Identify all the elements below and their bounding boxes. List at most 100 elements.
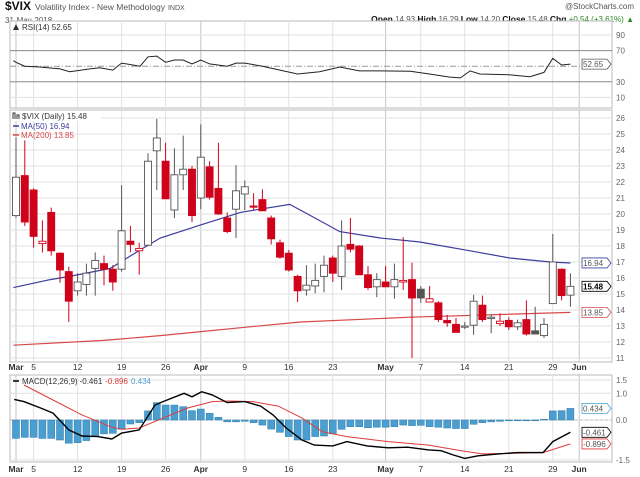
rsi-legend: RSI(14) 52.65 xyxy=(22,23,72,32)
candle-body xyxy=(249,205,258,208)
high-value: 16.29 xyxy=(438,15,459,24)
candle xyxy=(135,242,144,275)
x-tick-label-bottom: Apr xyxy=(193,464,208,474)
candle-body xyxy=(425,298,434,303)
macd-histogram-bar xyxy=(443,419,451,429)
candle-body xyxy=(126,240,135,245)
candle xyxy=(91,252,100,296)
candle-body xyxy=(152,137,161,152)
panel-rsi: 90 70 30 10 xyxy=(9,20,625,109)
panel-price: 26 25 24 23 22 21 20 19 18 17 16 15 14 13 12 11 xyxy=(9,109,625,363)
candle-body xyxy=(293,275,302,292)
macd-histogram-bar xyxy=(531,419,539,422)
macd-histogram-bar xyxy=(100,419,108,435)
candle xyxy=(276,239,284,259)
x-tick-label-bottom: May xyxy=(377,464,394,474)
legend-bg xyxy=(11,111,101,121)
low-label: Low xyxy=(460,14,478,24)
candle xyxy=(161,142,170,200)
candle-body xyxy=(196,156,205,199)
candle-body xyxy=(240,186,249,195)
candle xyxy=(364,266,372,290)
value-tag-box xyxy=(581,307,612,318)
candle xyxy=(355,245,364,276)
candle-body xyxy=(205,166,214,198)
candle xyxy=(144,153,152,246)
x-tick-label-bottom: 14 xyxy=(460,464,470,474)
macd-legend-title: MACD(12,26,9) xyxy=(22,377,78,386)
candle-body xyxy=(399,279,408,283)
macd-histogram-bar xyxy=(549,410,557,421)
ma50-legend-label: MA(50) 16.94 xyxy=(21,122,70,131)
y-tick-label: 18 xyxy=(616,242,625,251)
macd-histogram-bar xyxy=(29,419,38,438)
macd-histogram-bar xyxy=(469,419,478,425)
candle-body xyxy=(232,190,240,210)
x-tick-label: 21 xyxy=(504,362,514,372)
macd-legend-macd-value: -0.461 xyxy=(80,377,103,386)
x-tick-label-bottom: 26 xyxy=(161,464,171,474)
x-tick-label-bottom: 23 xyxy=(328,464,338,474)
x-tick-label: Apr xyxy=(193,362,208,372)
macd-histogram-bar xyxy=(513,419,522,422)
open-label: Open xyxy=(371,14,393,24)
candle xyxy=(179,135,188,190)
panel-frame xyxy=(9,20,613,109)
value-tag-box xyxy=(581,280,612,292)
candle-body xyxy=(416,288,425,299)
candle-body xyxy=(284,252,293,271)
candle-body xyxy=(548,261,557,305)
y-tick-label: 26 xyxy=(616,114,625,123)
ma200-line xyxy=(13,311,571,346)
macd-histogram-bar xyxy=(320,419,328,437)
rsi-last-value-tag: 52.65 xyxy=(581,58,612,70)
candle-body xyxy=(566,285,575,296)
candle xyxy=(416,286,425,303)
x-tick-label: 26 xyxy=(161,362,171,372)
candle-body xyxy=(267,217,276,240)
y-tick-label: 19 xyxy=(616,226,625,235)
ma50-value-tag: 16.94 xyxy=(581,257,612,269)
macd-histogram-bar xyxy=(153,402,161,421)
symbol-name: Volatility Index - New Methodology xyxy=(35,2,165,12)
candle xyxy=(460,322,469,330)
candle xyxy=(487,314,496,334)
x-tick-label: 16 xyxy=(284,362,294,372)
candle xyxy=(12,137,20,218)
macd-legend: MACD(12,26,9) -0.461 -0.896 0.434 xyxy=(13,377,152,386)
x-tick-label: 19 xyxy=(117,362,127,372)
value-tag-box xyxy=(581,426,612,438)
candle xyxy=(73,273,82,296)
macd-histogram-bar xyxy=(566,408,575,421)
candle xyxy=(205,161,214,200)
candle-body xyxy=(381,281,390,288)
y-tick-label: 16 xyxy=(616,274,625,283)
macd-legend-signal-value: -0.896 xyxy=(105,377,128,386)
candle xyxy=(20,140,29,226)
panel-frame xyxy=(9,374,613,463)
macd-histogram-bar xyxy=(302,419,311,441)
y-tick-label: 1.0 xyxy=(616,389,628,398)
macd-histogram-bar xyxy=(205,413,214,421)
y-tick-label: 21 xyxy=(616,194,625,203)
value-tag-text: 13.85 xyxy=(583,308,604,317)
candle-icon xyxy=(12,112,20,119)
candle xyxy=(522,300,531,336)
macd-histogram-bar xyxy=(478,419,487,423)
price-value-tag: 15.48 xyxy=(581,280,612,292)
candle xyxy=(82,263,91,296)
x-tick-label: 9 xyxy=(242,362,247,372)
macd-histogram-bar xyxy=(197,408,205,421)
y-tick-label: 17 xyxy=(616,258,625,267)
y-tick-label: 24 xyxy=(616,146,625,155)
x-tick-label: Mar xyxy=(8,362,24,372)
x-tick-label: 29 xyxy=(548,362,558,372)
y-tick-label: 30 xyxy=(616,78,625,87)
close-label: Close xyxy=(502,14,526,24)
macd-histogram-bar xyxy=(161,404,170,421)
candle xyxy=(117,185,126,272)
candle xyxy=(64,266,73,322)
candle xyxy=(188,166,196,222)
macd-histogram-bar xyxy=(434,419,443,428)
macd-histogram-bar xyxy=(285,419,293,437)
